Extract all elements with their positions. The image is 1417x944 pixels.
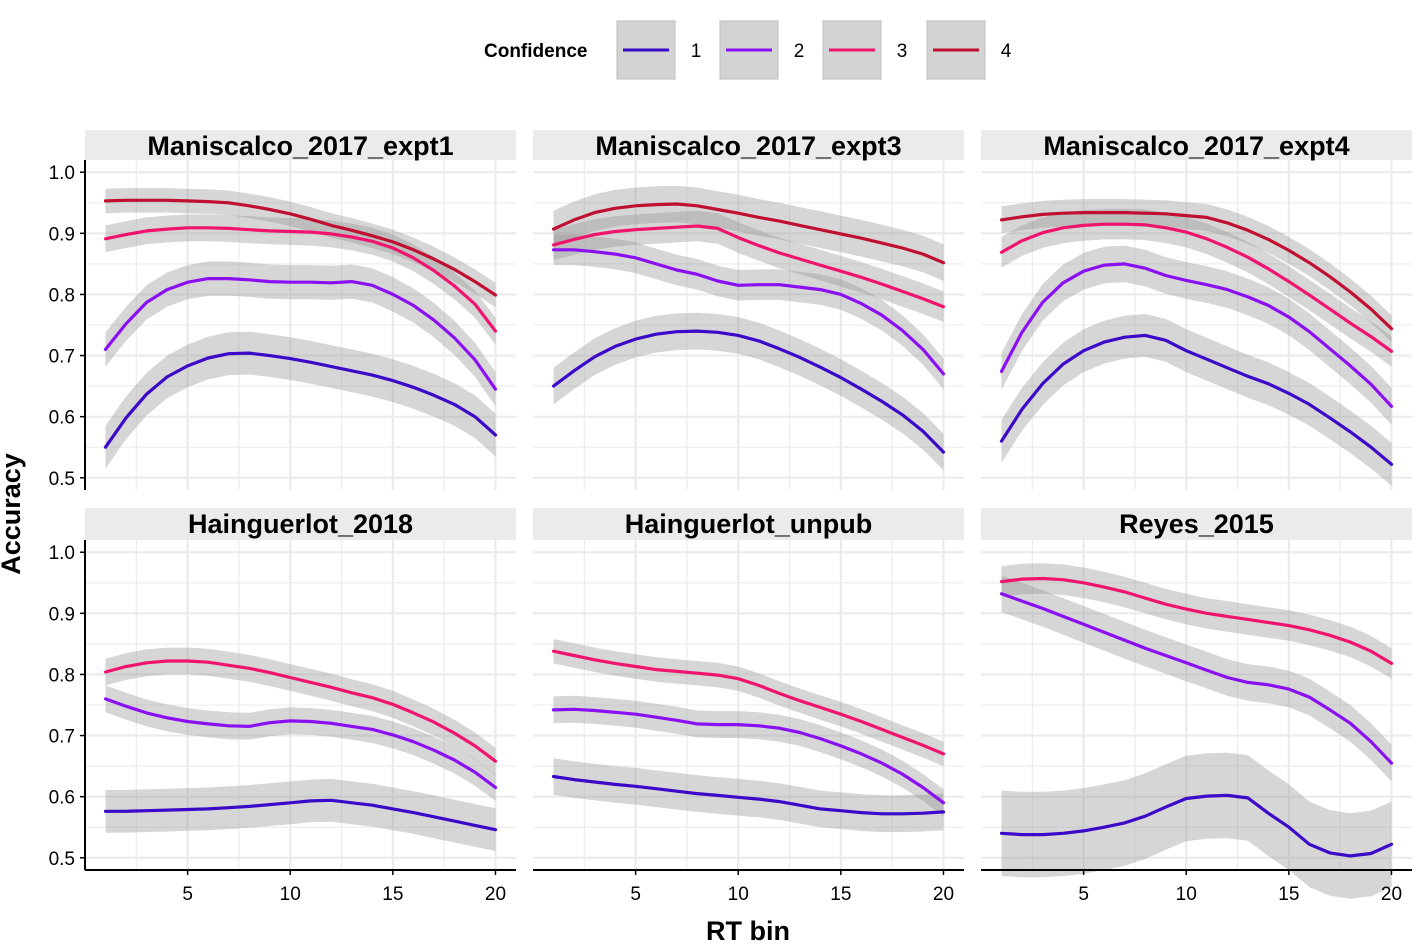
series-line-3: [999, 222, 1394, 353]
series-line-1: [999, 793, 1394, 858]
confidence-band-3: [105, 214, 496, 345]
x-tick-label: 20: [485, 884, 506, 905]
panel-title: Maniscalco_2017_expt3: [595, 131, 901, 161]
y-tick-label: 1.0: [49, 163, 75, 184]
panels: Maniscalco_2017_expt10.50.60.70.80.91.0M…: [49, 130, 1412, 905]
x-tick-label: 20: [1381, 884, 1402, 905]
y-tick-label: 0.6: [49, 408, 75, 429]
grid: [981, 540, 1412, 870]
confidence-band-3: [553, 210, 944, 322]
panel-3: Hainguerlot_2018 0.5 0.6 0.7 0.8 0.9 1.0 5 10 15 2…: [49, 508, 516, 905]
series-line-2: [551, 248, 946, 376]
y-tick-label: 0.8: [49, 665, 75, 686]
strip-background: [981, 130, 1412, 160]
confidence-band-1: [1001, 314, 1392, 486]
legend-key-4: 4: [926, 20, 1012, 80]
series-line-2: [103, 697, 498, 790]
x-tick-label: 10: [728, 884, 749, 905]
grid: [85, 540, 516, 870]
series-line-1: [551, 329, 946, 454]
panel-title: Maniscalco_2017_expt1: [147, 131, 453, 161]
x-tick-label: 5: [182, 884, 193, 905]
grid: [533, 160, 964, 490]
y-tick-label: 0.7: [49, 347, 75, 368]
x-tick-label: 10: [280, 884, 301, 905]
confidence-band-3: [553, 639, 944, 767]
panel-title: Maniscalco_2017_expt4: [1043, 131, 1349, 161]
legend-key-1: 1: [616, 20, 702, 80]
panel-title: Hainguerlot_unpub: [625, 509, 872, 539]
confidence-band-1: [553, 758, 944, 833]
confidence-band-2: [553, 695, 944, 817]
x-axis-title: RT bin: [706, 916, 790, 944]
legend: Confidence 1 2 3 4: [484, 20, 1012, 80]
series-line-1: [103, 351, 498, 449]
legend-title: Confidence: [484, 41, 587, 62]
series-line-4: [103, 198, 498, 297]
series-line-1: [551, 774, 946, 816]
series-line-4: [999, 211, 1394, 331]
series-line-3: [103, 226, 498, 333]
y-tick-label: 0.8: [49, 285, 75, 306]
x-tick-label: 15: [382, 884, 403, 905]
series-line-2: [551, 707, 946, 805]
x-tick-label: 15: [1278, 884, 1299, 905]
x-tick-label: 5: [630, 884, 641, 905]
confidence-band-1: [553, 312, 944, 471]
legend-label-4: 4: [1001, 41, 1012, 62]
strip-background: [981, 508, 1412, 540]
legend-label-1: 1: [691, 41, 702, 62]
confidence-band-1: [1001, 752, 1392, 899]
panel-4: Hainguerlot_unpub 5 10 15 20: [533, 508, 964, 905]
confidence-band-3: [105, 647, 496, 775]
series-line-4: [551, 202, 946, 265]
panel-2: Maniscalco_2017_expt4: [981, 130, 1412, 490]
series-line-2: [103, 277, 498, 391]
confidence-band-3: [1001, 563, 1392, 679]
confidence-band-1: [105, 331, 496, 469]
strip-background: [85, 508, 516, 540]
y-tick-label: 0.6: [49, 788, 75, 809]
legend-key-3: 3: [822, 20, 908, 80]
confidence-band-4: [553, 185, 944, 281]
y-tick-label: 0.7: [49, 727, 75, 748]
y-tick-label: 0.5: [49, 849, 75, 870]
panel-title: Reyes_2015: [1119, 509, 1274, 539]
strip-background: [85, 130, 516, 160]
series-line-3: [551, 649, 946, 756]
series-line-3: [999, 576, 1394, 666]
series-line-2: [999, 592, 1394, 765]
panel-0: Maniscalco_2017_expt1 0.5 0.6 0.7 0.8 0.9 1.0: [49, 130, 516, 490]
y-tick-label: 0.9: [49, 224, 75, 245]
y-tick-label: 1.0: [49, 543, 75, 564]
panel-title: Hainguerlot_2018: [188, 509, 413, 539]
confidence-band-2: [553, 234, 944, 390]
x-tick-label: 15: [830, 884, 851, 905]
grid: [981, 160, 1412, 490]
confidence-band-3: [1001, 208, 1392, 367]
legend-label-2: 2: [794, 41, 805, 62]
legend-key-2: 2: [719, 20, 805, 80]
confidence-band-1: [105, 778, 496, 852]
x-tick-label: 5: [1078, 884, 1089, 905]
confidence-band-2: [105, 685, 496, 801]
series-line-1: [103, 798, 498, 832]
legend-label-3: 3: [897, 41, 908, 62]
strip-background: [533, 508, 964, 540]
x-tick-label: 20: [933, 884, 954, 905]
strip-background: [533, 130, 964, 160]
series-line-1: [999, 333, 1394, 466]
series-line-3: [103, 659, 498, 763]
y-tick-label: 0.5: [49, 469, 75, 490]
x-tick-label: 10: [1176, 884, 1197, 905]
series-line-3: [551, 224, 946, 309]
panel-5: Reyes_2015 5 10 15 20: [981, 508, 1412, 905]
y-tick-label: 0.9: [49, 604, 75, 625]
panel-1: Maniscalco_2017_expt3: [533, 130, 964, 490]
series-line-2: [999, 262, 1394, 408]
y-axis-title: Accuracy: [0, 453, 26, 575]
confidence-band-2: [1001, 575, 1392, 782]
